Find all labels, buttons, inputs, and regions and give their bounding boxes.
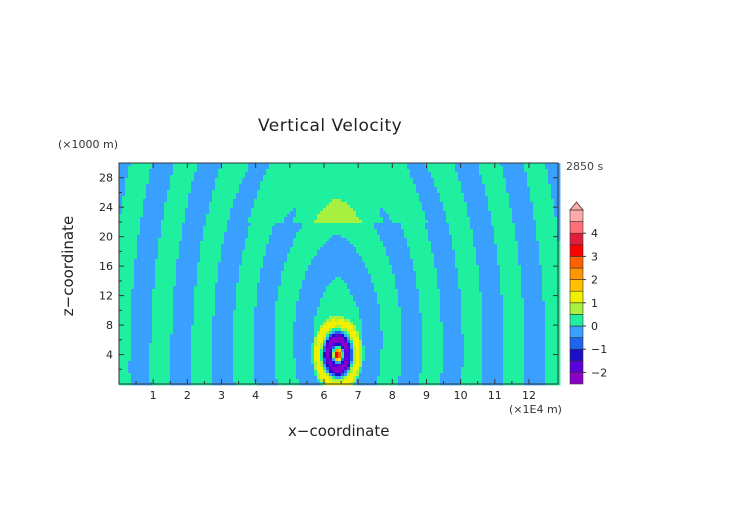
colorbar-bin: [569, 325, 584, 338]
colorbar-label: 0: [591, 320, 598, 333]
colorbar-bin: [569, 337, 584, 350]
x-tick-label: 2: [184, 389, 191, 402]
y-tick-label: 16: [99, 260, 113, 273]
colorbar-label: −2: [591, 366, 607, 379]
colorbar-label: −1: [591, 343, 607, 356]
x-tick-label: 8: [389, 389, 396, 402]
colorbar-bin: [569, 279, 584, 292]
x-tick-label: 12: [522, 389, 536, 402]
colorbar-bin: [569, 360, 584, 373]
colorbar-bin: [569, 244, 584, 257]
colorbar-bin: [569, 256, 584, 269]
colorbar-bin: [569, 302, 584, 315]
y-axis-label: z−coordinate: [59, 215, 77, 317]
y-tick-label: 4: [106, 349, 113, 362]
colorbar-label: 1: [591, 297, 598, 310]
x-tick-label: 5: [286, 389, 293, 402]
colorbar-label: 4: [591, 227, 598, 240]
x-unit-label: (×1E4 m): [509, 403, 562, 416]
colorbar-bin: [569, 314, 584, 327]
colorbar-label: 3: [591, 250, 598, 263]
colorbar-bin: [569, 372, 584, 385]
y-tick-label: 20: [99, 231, 113, 244]
colorbar-bin: [569, 221, 584, 234]
y-tick-label: 24: [99, 201, 113, 214]
time-label: 2850 s: [566, 160, 604, 173]
colorbar-bin: [569, 267, 584, 280]
x-tick-label: 9: [423, 389, 430, 402]
x-tick-label: 3: [218, 389, 225, 402]
x-tick-label: 7: [355, 389, 362, 402]
colorbar-bin: [569, 232, 584, 246]
contour-field: [119, 163, 561, 386]
x-tick-label: 10: [454, 389, 468, 402]
x-tick-label: 6: [320, 389, 327, 402]
colorbar-bin: [569, 348, 584, 362]
colorbar-label: 2: [591, 274, 598, 287]
plot-frame: [118, 162, 559, 385]
chart-title: Vertical Velocity: [258, 116, 403, 136]
colorbar-bin: [569, 290, 584, 304]
y-unit-label: (×1000 m): [58, 138, 119, 151]
colorbar-overflow: [569, 201, 584, 211]
y-tick-label: 12: [99, 290, 113, 303]
x-tick-label: 11: [488, 389, 502, 402]
colorbar-bin: [569, 209, 584, 222]
x-tick-label: 1: [150, 389, 157, 402]
y-tick-label: 28: [99, 172, 113, 185]
y-tick-label: 8: [106, 319, 113, 332]
x-axis-label: x−coordinate: [288, 422, 390, 440]
x-tick-label: 4: [252, 389, 259, 402]
